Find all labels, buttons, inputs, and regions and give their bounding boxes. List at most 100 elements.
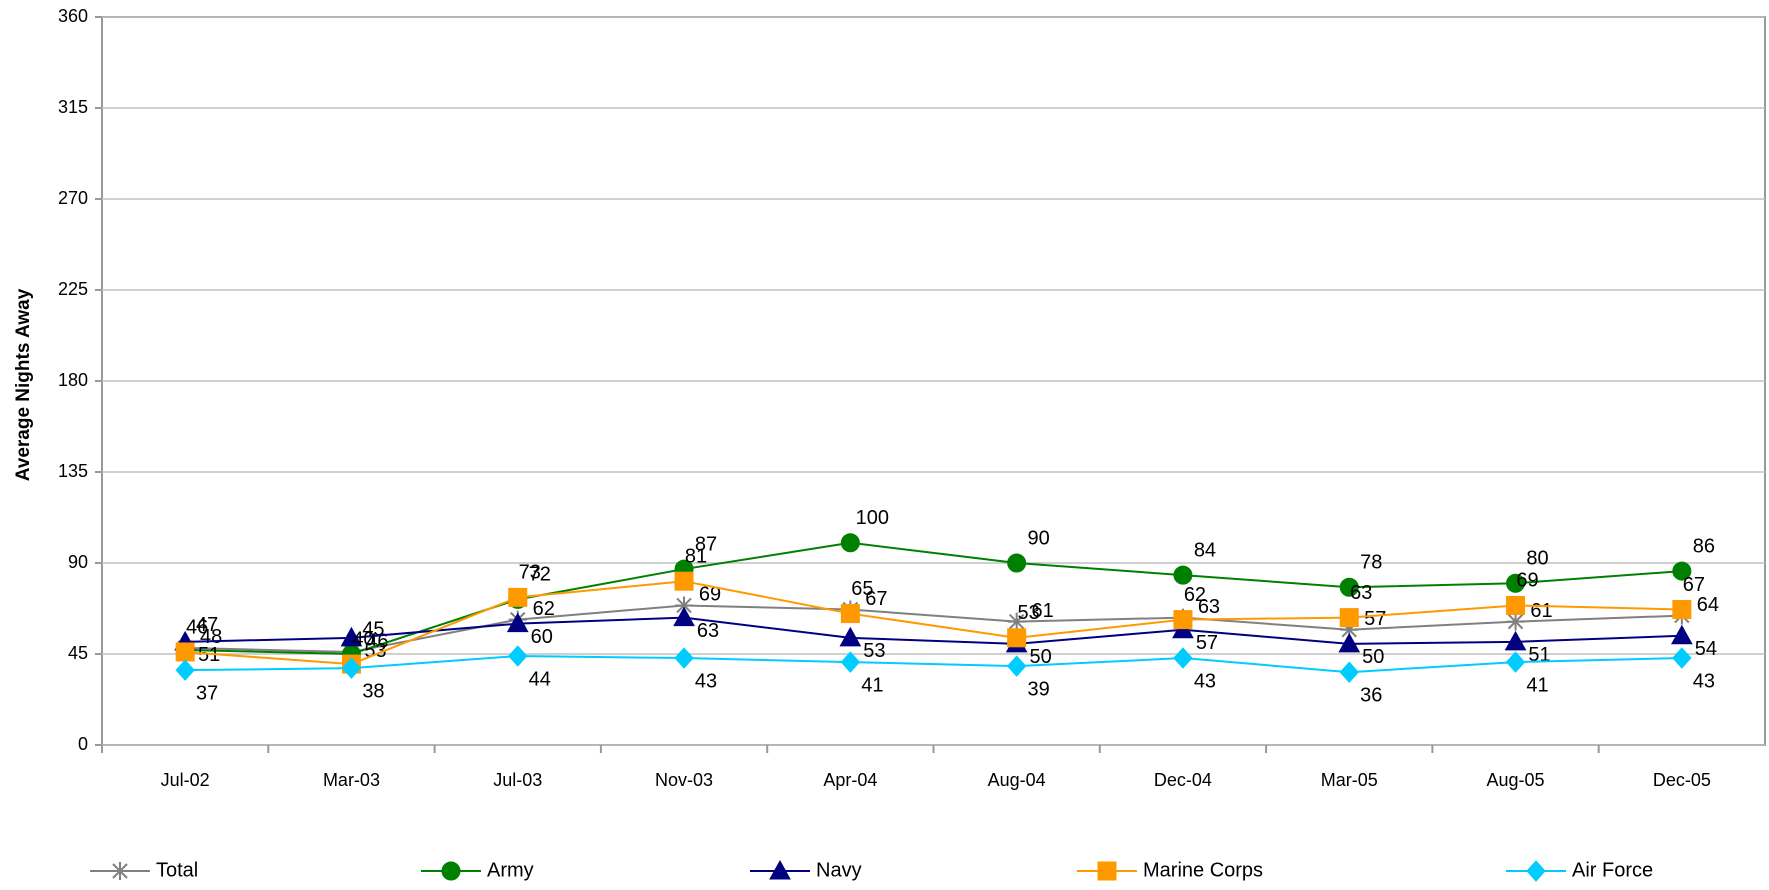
- y-tick-label: 180: [58, 370, 88, 390]
- data-label: 64: [1697, 594, 1719, 616]
- data-label: 54: [1695, 638, 1717, 660]
- series-line: [185, 580, 1682, 666]
- data-label: 65: [851, 578, 873, 600]
- y-tick-label: 270: [58, 188, 88, 208]
- data-label: 44: [529, 668, 551, 690]
- data-point: [1007, 628, 1027, 648]
- data-label: 41: [861, 674, 883, 696]
- data-point: [1339, 608, 1359, 628]
- data-label: 67: [1683, 574, 1705, 596]
- data-label: 43: [1194, 670, 1216, 692]
- data-label: 53: [863, 640, 885, 662]
- data-point: [1672, 561, 1692, 581]
- data-point: [839, 626, 862, 647]
- data-label: 69: [699, 584, 721, 606]
- data-label: 73: [519, 562, 541, 584]
- y-tick-label: 0: [78, 734, 88, 754]
- x-tick-label: Mar-03: [323, 770, 380, 790]
- data-label: 46: [186, 616, 208, 638]
- data-label: 39: [1028, 678, 1050, 700]
- data-point: [675, 596, 694, 615]
- y-tick-label: 135: [58, 461, 88, 481]
- legend-label: Marine Corps: [1143, 859, 1263, 881]
- data-label: 57: [1364, 608, 1386, 630]
- data-label: 67: [865, 588, 887, 610]
- data-point: [840, 651, 861, 673]
- data-point: [1672, 600, 1692, 620]
- data-label: 41: [1526, 674, 1548, 696]
- data-label: 61: [1530, 600, 1552, 622]
- data-point: [340, 626, 363, 647]
- data-point: [673, 606, 695, 627]
- x-tick-label: Jul-03: [493, 770, 542, 790]
- legend-label: Total: [156, 859, 198, 881]
- data-point: [175, 642, 195, 662]
- x-tick-label: Aug-05: [1487, 770, 1545, 790]
- data-label: 90: [1028, 527, 1050, 549]
- data-point: [1006, 655, 1027, 677]
- series-line: [185, 541, 1682, 656]
- data-point: [175, 659, 195, 681]
- y-tick-label: 360: [58, 6, 88, 26]
- x-tick-label: Mar-05: [1321, 770, 1378, 790]
- x-tick-label: Nov-03: [655, 770, 713, 790]
- data-label: 78: [1360, 552, 1382, 574]
- data-label: 87: [695, 533, 717, 555]
- data-point: [1505, 651, 1526, 673]
- legend-label: Navy: [816, 859, 862, 881]
- data-label: 51: [1528, 644, 1550, 666]
- data-label: 60: [531, 626, 553, 648]
- data-point: [674, 571, 694, 591]
- data-point: [1339, 577, 1359, 597]
- legend-marker: [769, 859, 791, 880]
- x-tick-label: Jul-02: [161, 770, 210, 790]
- legend-marker: [1526, 860, 1546, 882]
- data-label: 84: [1194, 539, 1216, 561]
- y-tick-label: 90: [68, 552, 88, 572]
- y-axis-label: Average Nights Away: [13, 288, 34, 481]
- data-point: [1339, 661, 1359, 683]
- data-label: 81: [685, 545, 707, 567]
- data-label: 63: [1350, 582, 1372, 604]
- data-label: 62: [1184, 584, 1206, 606]
- data-point: [508, 587, 528, 607]
- series-line: [185, 604, 1682, 653]
- data-point: [1671, 624, 1693, 645]
- data-label: 40: [352, 628, 374, 650]
- data-point: [1007, 612, 1026, 631]
- data-label: 37: [196, 682, 218, 704]
- data-label: 86: [1693, 535, 1715, 557]
- data-point: [1506, 612, 1525, 631]
- legend-marker: [111, 862, 129, 880]
- x-tick-label: Apr-04: [823, 770, 877, 790]
- legend-marker: [1097, 861, 1117, 881]
- data-point: [840, 533, 860, 553]
- data-point: [1173, 565, 1193, 585]
- data-label: 38: [362, 680, 384, 702]
- data-label: 51: [198, 644, 220, 666]
- data-point: [1340, 620, 1359, 639]
- x-tick-label: Aug-04: [988, 770, 1046, 790]
- y-tick-label: 225: [58, 279, 88, 299]
- data-label: 50: [1362, 646, 1384, 668]
- data-label: 43: [1693, 670, 1715, 692]
- legend-marker: [441, 861, 461, 881]
- data-point: [341, 657, 362, 679]
- data-label: 63: [1198, 596, 1220, 618]
- data-label: 50: [1030, 646, 1052, 668]
- data-point: [1173, 610, 1193, 630]
- data-point: [674, 647, 694, 669]
- legend-label: Air Force: [1572, 859, 1653, 881]
- x-tick-label: Dec-05: [1653, 770, 1711, 790]
- data-label: 100: [856, 507, 889, 529]
- data-label: 53: [1018, 602, 1040, 624]
- data-label: 72: [529, 564, 551, 586]
- data-point: [1007, 553, 1027, 573]
- data-point: [1506, 573, 1526, 593]
- legend-label: Army: [487, 859, 534, 881]
- data-label: 43: [695, 670, 717, 692]
- data-label: 57: [1196, 632, 1218, 654]
- data-point: [1504, 630, 1527, 651]
- data-label: 36: [1360, 684, 1382, 706]
